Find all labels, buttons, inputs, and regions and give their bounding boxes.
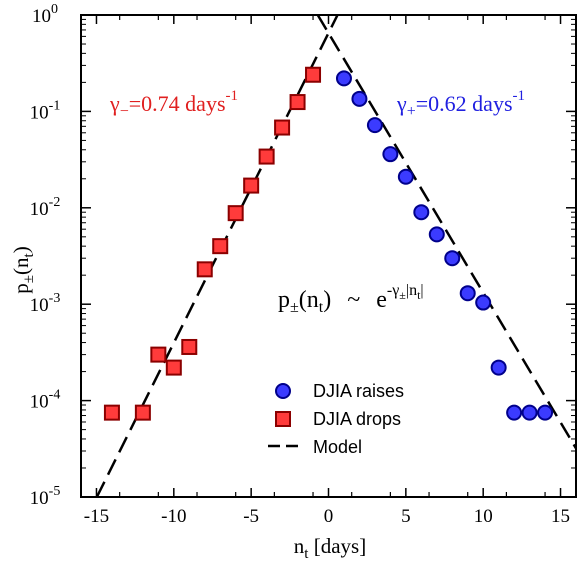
- x-tick-label: -5: [243, 506, 259, 527]
- legend-item-drops: DJIA drops: [275, 409, 401, 429]
- raise-point: [397, 168, 414, 185]
- raise-point: [351, 90, 368, 107]
- drop-point: [243, 177, 260, 194]
- y-tick-label: 10-2: [30, 195, 61, 220]
- data-points: [103, 66, 554, 421]
- drop-point: [258, 148, 275, 165]
- drop-point: [181, 338, 198, 355]
- legend-item-raises: DJIA raises: [275, 381, 404, 401]
- drop-point: [196, 261, 213, 278]
- drop-point: [289, 94, 306, 111]
- legend-square-marker: [275, 411, 291, 427]
- raise-point: [490, 359, 507, 376]
- raise-point: [382, 146, 399, 163]
- drop-point: [103, 404, 120, 421]
- gamma-plus-annotation: γ+=0.62 days-1: [396, 88, 525, 120]
- axis-ticks: -15 -10 -5 0 5 10 15 100 10-1 10-2 10-3 10-4 10-5: [30, 2, 576, 527]
- raise-point: [475, 294, 492, 311]
- x-tick-label: 10: [474, 506, 493, 527]
- y-tick-label: 10-5: [30, 484, 61, 509]
- raise-point: [521, 404, 538, 421]
- x-tick-label: 5: [401, 506, 411, 527]
- y-axis-label: p±(nt): [9, 246, 37, 293]
- legend-label-drops: DJIA drops: [313, 409, 401, 429]
- drop-point: [274, 119, 291, 136]
- y-tick-label: 100: [32, 2, 58, 27]
- drop-point: [165, 359, 182, 376]
- legend-label-model: Model: [313, 437, 362, 457]
- legend-circle-marker: [275, 383, 291, 399]
- raise-point: [335, 70, 352, 87]
- raise-point: [413, 204, 430, 221]
- drop-point: [150, 346, 167, 363]
- x-tick-label: 15: [551, 506, 570, 527]
- model-line-left: [95, 14, 339, 498]
- drop-point: [134, 404, 151, 421]
- model-formula: p±(nt) ~ e-γ±|nt|: [278, 282, 424, 316]
- drop-point: [212, 238, 229, 255]
- raise-point: [444, 250, 461, 267]
- gamma-minus-annotation: γ−=0.74 days-1: [109, 88, 238, 120]
- x-tick-label: -10: [161, 506, 186, 527]
- y-tick-label: 10-3: [30, 291, 61, 316]
- legend: DJIA raises DJIA drops Model: [268, 381, 404, 457]
- x-tick-label: 0: [324, 506, 334, 527]
- legend-item-model: Model: [268, 437, 362, 457]
- model-line-right: [316, 14, 578, 449]
- drop-point: [305, 66, 322, 83]
- raise-point: [459, 285, 476, 302]
- drop-point: [227, 205, 244, 222]
- raise-point: [428, 226, 445, 243]
- x-axis-label: nt [days]: [294, 534, 366, 562]
- legend-label-raises: DJIA raises: [313, 381, 404, 401]
- raise-point: [366, 117, 383, 134]
- y-tick-label: 10-4: [30, 388, 61, 413]
- raise-point: [537, 404, 554, 421]
- y-tick-label: 10-1: [30, 98, 61, 123]
- x-tick-label: -15: [84, 506, 109, 527]
- raise-point: [506, 404, 523, 421]
